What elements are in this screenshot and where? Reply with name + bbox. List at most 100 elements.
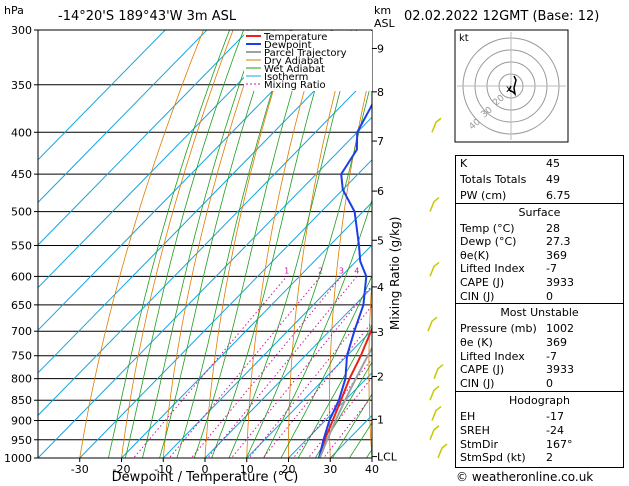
hodograph-trace: [507, 75, 517, 97]
surface-label: Dewp (°C): [460, 235, 517, 248]
index-label: Totals Totals: [460, 173, 527, 186]
legend-mixing-ratio: Mixing Ratio: [264, 80, 326, 91]
hodo-value: 2: [546, 451, 553, 464]
wet-adiabat-line: [228, 30, 358, 458]
dewpoint-line: [318, 102, 372, 458]
height-axis: 9 8 7 6 5 4 3 2 1 LCL: [372, 42, 398, 464]
mixing-ratio-label: 10: [404, 266, 414, 275]
wet-adiabat-line: [211, 30, 333, 458]
wet-adiabat-line: [107, 30, 231, 458]
mixing-ratio-axis-title: Mixing Ratio (g/kg): [388, 217, 402, 330]
pressure-tick-label: 450: [11, 168, 32, 181]
pressure-tick-label: 600: [11, 270, 32, 283]
isotherm-line: [79, 159, 372, 458]
index-label: K: [460, 157, 468, 170]
surface-value: -7: [546, 262, 557, 275]
surface-panel: Surface Temp (°C) 28 Dewp (°C) 27.3 θe(K) 3…: [455, 203, 624, 305]
temperature-tick-label: 20: [282, 463, 296, 476]
hodo-value: -17: [546, 410, 564, 423]
mu-value: 3933: [546, 363, 574, 376]
surface-label: CIN (J): [460, 290, 495, 303]
surface-title: Surface: [518, 206, 561, 219]
height-tick-label: 4: [377, 281, 384, 294]
mu-label: Lifted Index: [460, 350, 525, 363]
index-label: PW (cm): [460, 189, 507, 202]
temperature-tick-label: 10: [240, 463, 254, 476]
mixing-ratio-line: [230, 284, 372, 458]
wind-barbs: [427, 117, 448, 459]
mu-label: CIN (J): [460, 377, 495, 390]
dry-adiabat-line: [79, 30, 204, 458]
mu-label: θe (K): [460, 336, 493, 349]
pressure-tick-label: 950: [11, 434, 32, 447]
mixing-ratio-lines: 12346810162025: [132, 266, 414, 458]
hodo-label: StmDir: [460, 438, 499, 451]
wet-adiabat-line: [348, 422, 372, 458]
pressure-tick-label: 850: [11, 394, 32, 407]
dry-adiabat-line: [288, 30, 352, 458]
isotherm-line: [162, 244, 372, 458]
hodo-value: 167°: [546, 438, 573, 451]
surface-value: 28: [546, 222, 560, 235]
x-axis-title: Dewpoint / Temperature (°C): [112, 470, 299, 485]
dry-adiabat-line: [246, 30, 323, 458]
pressure-tick-label: 500: [11, 206, 32, 219]
wet-adiabat-line: [263, 198, 372, 458]
surface-value: 0: [546, 290, 553, 303]
wet-adiabat-line: [331, 393, 372, 458]
legend-parcel: Parcel Trajectory: [264, 48, 347, 59]
wind-barb: [433, 364, 444, 379]
wet-adiabat-line: [193, 30, 312, 458]
mixing-ratio-label: 2: [318, 266, 323, 275]
pressure-tick-label: 700: [11, 325, 32, 338]
storm-motion-marker: x: [506, 84, 512, 95]
plot-frame: [37, 29, 373, 459]
mu-value: 369: [546, 336, 567, 349]
hodograph: kt 40 30 20 x: [454, 29, 569, 143]
mixing-ratio-label: 6: [377, 266, 382, 275]
legend-dry-adiabat: Dry Adiabat: [264, 56, 323, 67]
most-unstable-title: Most Unstable: [500, 306, 579, 319]
hodo-label: SREH: [460, 424, 490, 437]
profiles: [318, 102, 372, 458]
temperature-tick-label: -10: [154, 463, 172, 476]
isotherm-line: [246, 329, 372, 458]
index-value: 45: [546, 157, 560, 170]
pressure-tick-label: 750: [11, 350, 32, 363]
wind-barb: [429, 197, 440, 212]
hodo-label: StmSpd (kt): [460, 451, 526, 464]
temperature-tick-label: 0: [202, 463, 209, 476]
km-label: km: [374, 4, 391, 17]
mixing-ratio-line: [190, 276, 342, 458]
pressure-tick-label: 550: [11, 239, 32, 252]
wind-barb: [427, 316, 438, 332]
index-value: 49: [546, 173, 560, 186]
mixing-ratio-line: [248, 305, 372, 458]
temperature-line: [318, 325, 372, 458]
surface-value: 3933: [546, 276, 574, 289]
height-tick-label: 9: [377, 42, 384, 55]
pressure-axis: 300 350 400 450 500 550 600 650 700 750 800 850 900 9…: [4, 24, 38, 465]
surface-label: CAPE (J): [460, 276, 505, 289]
isotherm-line: [204, 286, 372, 458]
height-tick-label: 7: [377, 135, 384, 148]
surface-value: 27.3: [546, 235, 571, 248]
mixing-ratio-label: 3: [339, 266, 344, 275]
isotherm-line: [120, 201, 372, 458]
pressure-tick-label: 400: [11, 126, 32, 139]
mixing-ratio-line: [262, 321, 372, 458]
isotherm-line: [38, 30, 250, 246]
pressure-tick-label: 350: [11, 79, 32, 92]
dry-adiabat-line: [204, 30, 293, 458]
wind-barb: [431, 405, 442, 421]
surface-label: θe(K): [460, 249, 490, 262]
surface-label: Temp (°C): [460, 222, 515, 235]
mu-value: 0: [546, 377, 553, 390]
wet-adiabat-line: [176, 30, 293, 458]
mixing-ratio-line: [206, 276, 358, 458]
wet-adiabat-line: [245, 78, 372, 458]
most-unstable-panel: Most Unstable Pressure (mb) 1002 θe (K) 36…: [455, 303, 624, 393]
height-tick-label: 3: [377, 326, 384, 339]
surface-value: 369: [546, 249, 567, 262]
